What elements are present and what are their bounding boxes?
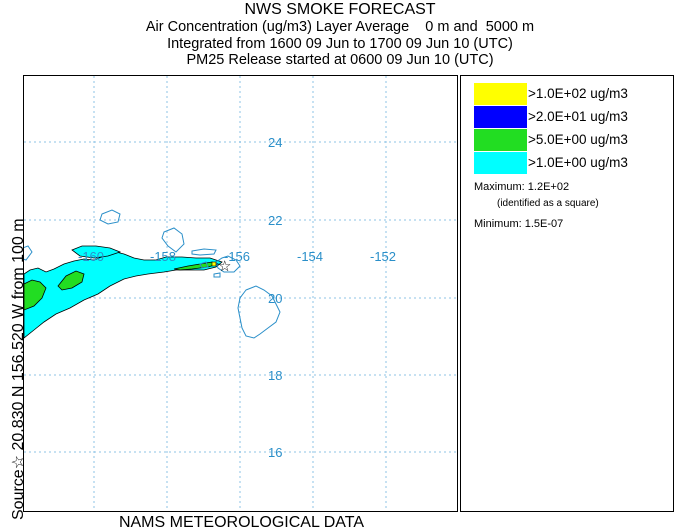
lon-label-154: -154 (297, 249, 323, 264)
legend-minimum: Minimum: 1.5E-07 (474, 218, 564, 230)
legend-swatch-cyan (474, 152, 527, 174)
coast-big-island (237, 285, 281, 339)
lon-label-158: -158 (150, 249, 176, 264)
legend-swatch-green (474, 129, 527, 151)
lat-label-22: 22 (268, 213, 282, 228)
title-concentration-line: Air Concentration (ug/m3) Layer Average … (145, 19, 535, 35)
legend-item: >2.0E+01 ug/m3 (474, 106, 674, 128)
map-panel: ☆ -160 -158 -156 -154 -152 24 22 20 18 1… (23, 75, 458, 512)
legend-swatch-blue (474, 106, 527, 128)
legend-label: >5.0E+00 ug/m3 (528, 132, 628, 147)
coast-kahoolawe (213, 272, 221, 278)
coast-oahu (161, 227, 185, 253)
title-block: NWS SMOKE FORECAST Air Concentration (ug… (20, 0, 660, 69)
lon-label-160: -160 (78, 249, 104, 264)
legend-panel: >1.0E+02 ug/m3 >2.0E+01 ug/m3 >5.0E+00 u… (460, 75, 674, 512)
legend-label: >1.0E+02 ug/m3 (528, 86, 628, 101)
coastlines (24, 209, 281, 339)
page-title: NWS SMOKE FORECAST (244, 1, 436, 18)
footer-data-source: NAMS METEOROLOGICAL DATA (118, 514, 365, 531)
coast-niihau (24, 245, 33, 261)
legend-label: >2.0E+01 ug/m3 (528, 109, 628, 124)
legend-swatch-yellow (474, 83, 527, 105)
legend-item: >5.0E+00 ug/m3 (474, 129, 674, 151)
title-integration-line: Integrated from 1600 09 Jun to 1700 09 J… (167, 35, 513, 52)
plume-green-mid (57, 270, 85, 291)
coast-molokai (191, 248, 217, 256)
lat-label-24: 24 (268, 135, 282, 150)
lat-label-18: 18 (268, 368, 282, 383)
lon-label-152: -152 (370, 249, 396, 264)
legend-label: >1.0E+00 ug/m3 (528, 155, 628, 170)
legend-maximum-note: (identified as a square) (497, 198, 599, 209)
source-star-icon: ☆ (218, 258, 231, 275)
lon-label-156: -156 (224, 249, 250, 264)
maximum-square-marker (211, 261, 217, 267)
coast-maui (215, 255, 241, 273)
lat-label-16: 16 (268, 445, 282, 460)
coast-kauai (99, 209, 121, 225)
plume-green-west (24, 279, 47, 311)
plume-cyan-blob (71, 245, 122, 259)
coast-lanai (199, 261, 209, 269)
legend-item: >1.0E+00 ug/m3 (474, 152, 674, 174)
legend-item: >1.0E+02 ug/m3 (474, 83, 674, 105)
smoke-map: ☆ -160 -158 -156 -154 -152 24 22 20 18 1… (24, 76, 457, 511)
legend-maximum: Maximum: 1.2E+02 (474, 181, 570, 193)
lat-label-20: 20 (268, 291, 282, 306)
title-release-line: PM25 Release started at 0600 09 Jun 10 (… (186, 52, 494, 68)
